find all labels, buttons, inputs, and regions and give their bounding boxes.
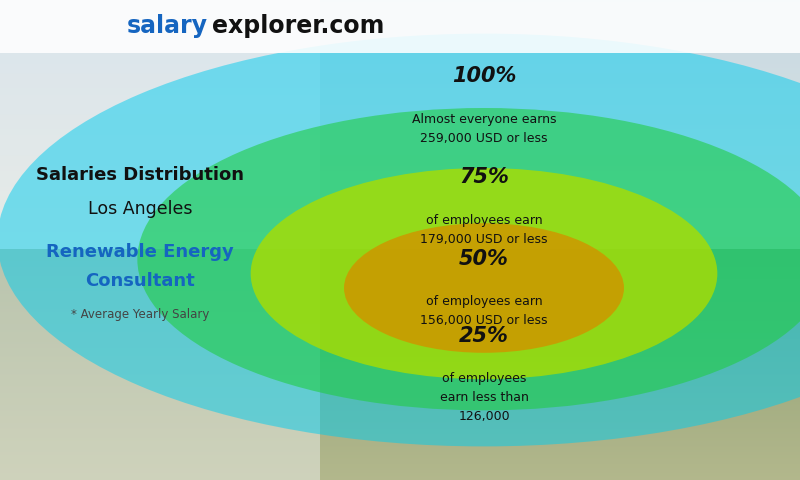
Ellipse shape <box>250 168 718 379</box>
Text: of employees: of employees <box>442 372 526 385</box>
Text: 179,000 USD or less: 179,000 USD or less <box>420 233 548 246</box>
Ellipse shape <box>138 108 800 410</box>
Ellipse shape <box>0 34 800 446</box>
Text: Consultant: Consultant <box>85 272 195 290</box>
Text: * Average Yearly Salary: * Average Yearly Salary <box>71 308 209 321</box>
FancyBboxPatch shape <box>0 0 800 53</box>
Text: Renewable Energy: Renewable Energy <box>46 243 234 261</box>
Text: 50%: 50% <box>459 249 509 269</box>
Text: 156,000 USD or less: 156,000 USD or less <box>420 314 548 327</box>
Ellipse shape <box>344 223 624 353</box>
Text: explorer.com: explorer.com <box>212 14 384 38</box>
Text: salary: salary <box>127 14 208 38</box>
Text: 259,000 USD or less: 259,000 USD or less <box>420 132 548 145</box>
Text: Salaries Distribution: Salaries Distribution <box>36 166 244 184</box>
Text: 100%: 100% <box>452 66 516 86</box>
Text: earn less than: earn less than <box>439 391 529 404</box>
Text: Almost everyone earns: Almost everyone earns <box>412 113 556 126</box>
Text: 126,000: 126,000 <box>458 410 510 423</box>
Text: 25%: 25% <box>459 325 509 346</box>
Text: of employees earn: of employees earn <box>426 214 542 227</box>
Text: of employees earn: of employees earn <box>426 295 542 308</box>
Text: 75%: 75% <box>459 167 509 187</box>
Text: Los Angeles: Los Angeles <box>88 200 192 218</box>
